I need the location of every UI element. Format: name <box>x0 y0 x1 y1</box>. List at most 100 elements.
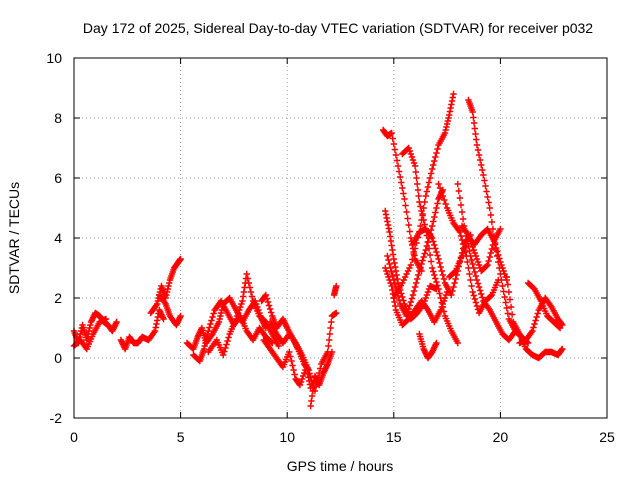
series-24 <box>465 96 525 341</box>
data-point-fill <box>473 136 480 143</box>
data-point-fill <box>288 357 295 365</box>
data-point-fill <box>406 302 413 309</box>
data-point-fill <box>448 97 456 105</box>
data-point <box>405 144 412 152</box>
data-point-fill <box>448 101 455 108</box>
data-point-fill <box>387 237 395 245</box>
data-point <box>333 309 340 317</box>
data-point-fill <box>406 147 413 155</box>
data-point-fill <box>445 114 452 122</box>
data-point-fill <box>470 264 477 272</box>
data-point-fill <box>467 276 474 284</box>
data-point-fill <box>534 310 541 317</box>
data-point-fill <box>503 304 510 312</box>
data-point-fill <box>393 271 400 279</box>
data-point <box>448 291 455 299</box>
data-point <box>390 255 397 263</box>
data-point-fill <box>481 177 488 184</box>
data-point-fill <box>472 130 479 138</box>
y-tick-label: 0 <box>54 350 62 366</box>
data-point <box>435 285 442 293</box>
data-point <box>486 204 493 212</box>
data-point-fill <box>418 260 425 268</box>
series-12 <box>330 282 340 299</box>
data-point <box>205 327 212 335</box>
data-point-fill <box>410 159 418 167</box>
data-point-fill <box>424 183 432 191</box>
data-point-fill <box>456 194 464 202</box>
data-point-fill <box>245 279 253 287</box>
series-13 <box>379 126 425 275</box>
data-point-fill <box>427 258 435 265</box>
data-point-fill <box>488 218 496 226</box>
data-point-fill <box>432 209 439 216</box>
data-point-fill <box>388 242 395 249</box>
data-point-fill <box>430 161 437 169</box>
data-point <box>454 339 461 347</box>
series-2 <box>117 306 167 353</box>
data-point-fill <box>389 135 396 142</box>
series-3 <box>147 255 184 317</box>
y-tick-label: -2 <box>50 410 63 426</box>
data-point-fill <box>436 184 444 192</box>
data-point-fill <box>469 260 476 268</box>
data-point-fill <box>471 268 479 276</box>
data-point-fill <box>87 321 94 329</box>
data-point-fill <box>430 218 437 225</box>
data-point-fill <box>233 312 241 320</box>
data-point-fill <box>433 278 440 286</box>
data-point-fill <box>326 330 334 338</box>
data-point-fill <box>210 310 217 317</box>
data-point-fill <box>487 211 495 219</box>
data-point-fill <box>395 168 403 175</box>
axis-ticks: 0 5 10 15 20 25 -2 0 2 4 6 8 10 <box>46 50 615 445</box>
data-point-fill <box>425 179 433 186</box>
data-point-fill <box>385 225 393 232</box>
data-point-fill <box>530 324 537 331</box>
data-point-fill <box>384 218 391 225</box>
data-point-fill <box>459 215 467 223</box>
data-point-fill <box>479 294 486 301</box>
plot-frame <box>73 57 608 419</box>
data-point-fill <box>438 267 445 275</box>
data-point-fill <box>239 293 247 300</box>
data-point-fill <box>204 330 211 338</box>
data-point-fill <box>505 288 513 296</box>
data-point-fill <box>408 153 416 161</box>
data-point-fill <box>426 251 434 259</box>
data-point-fill <box>414 186 422 194</box>
y-tick-label: 8 <box>54 110 62 126</box>
data-point-fill <box>436 290 443 297</box>
data-point-fill <box>434 145 441 153</box>
data-point-fill <box>425 245 433 252</box>
data-point-fill <box>501 293 508 301</box>
data-point-fill <box>407 298 415 306</box>
data-point-fill <box>422 294 429 302</box>
data-point-fill <box>423 188 431 195</box>
data-points <box>70 90 566 410</box>
data-point <box>473 141 481 149</box>
data-point-fill <box>476 287 484 294</box>
data-point-fill <box>489 241 497 249</box>
data-point-fill <box>468 240 475 248</box>
data-point <box>113 318 120 326</box>
data-point <box>177 312 184 320</box>
data-point-fill <box>391 259 398 267</box>
data-point-fill <box>291 371 298 378</box>
data-point-fill <box>502 299 509 306</box>
data-point-fill <box>328 318 335 326</box>
data-point-fill <box>555 323 563 331</box>
data-point-fill <box>392 263 399 271</box>
data-point-fill <box>504 281 512 288</box>
data-point <box>407 261 415 269</box>
data-point-fill <box>405 305 412 313</box>
data-point-fill <box>495 251 502 259</box>
data-point-fill <box>391 146 399 153</box>
data-point <box>435 255 442 263</box>
data-point <box>151 327 159 335</box>
data-point-fill <box>391 298 398 306</box>
data-point-fill <box>247 288 255 296</box>
data-point-fill <box>494 252 501 260</box>
data-point-fill <box>86 324 93 332</box>
series-6 <box>190 297 276 365</box>
